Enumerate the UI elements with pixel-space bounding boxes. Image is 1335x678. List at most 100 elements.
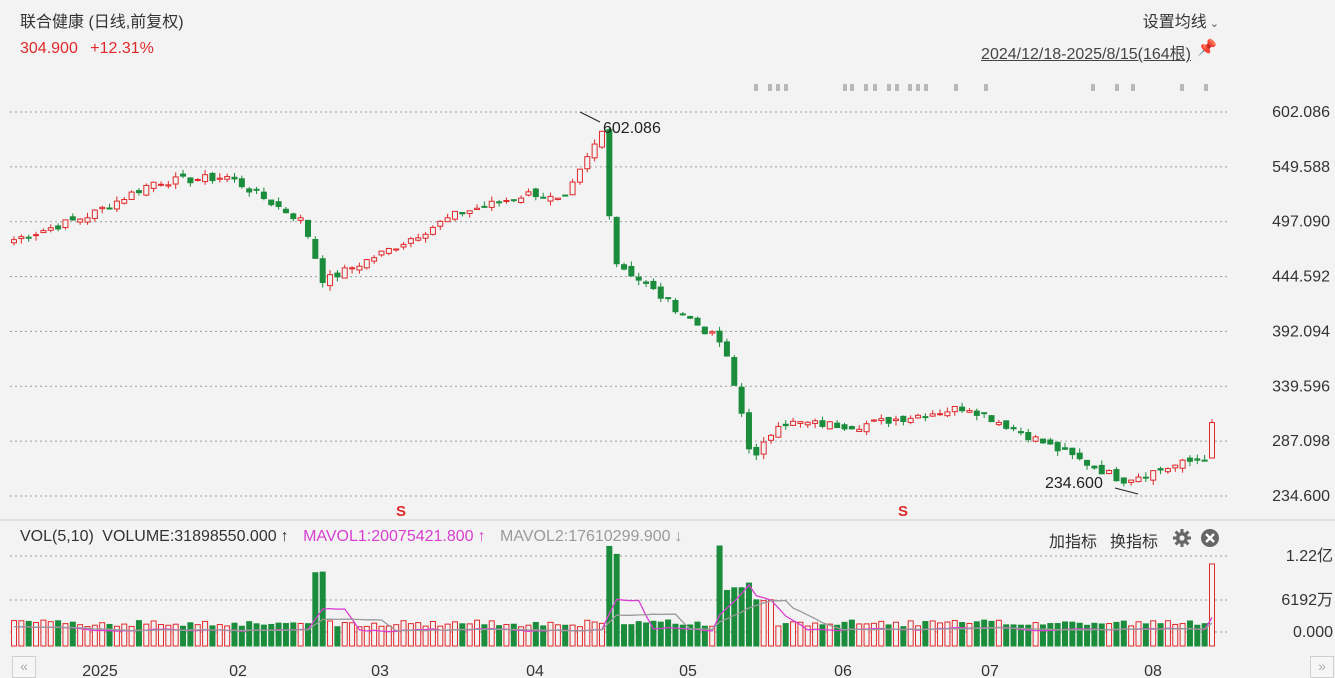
- event-marker: [1204, 84, 1208, 91]
- candle-body: [745, 412, 752, 450]
- candle-body: [973, 410, 980, 416]
- candle-body: [716, 330, 723, 343]
- volume-bar: [194, 624, 201, 647]
- candle-body: [782, 423, 789, 427]
- candle-body: [224, 176, 231, 180]
- gear-icon[interactable]: [1172, 528, 1192, 548]
- event-marker: [924, 84, 928, 91]
- candle-body: [84, 217, 91, 223]
- volume-bar: [55, 620, 62, 647]
- candle-body: [1032, 436, 1039, 442]
- vol-label: VOL(5,10): [20, 528, 94, 545]
- volume-bar: [172, 623, 179, 647]
- volume-tick-label: 1.22亿: [1286, 547, 1333, 565]
- volume-bar: [804, 625, 811, 647]
- volume-bar: [591, 621, 598, 647]
- volume-bar: [400, 620, 407, 647]
- volume-bar: [995, 619, 1002, 647]
- volume-bar: [1186, 620, 1193, 647]
- candle-body: [1179, 459, 1186, 469]
- candle-body: [150, 181, 157, 189]
- volume-bar: [1010, 624, 1017, 647]
- switch-indicator-button[interactable]: 换指标: [1110, 534, 1159, 551]
- candle-body: [981, 412, 988, 415]
- candle-body: [385, 248, 392, 254]
- candle-body: [1039, 438, 1046, 444]
- candle-body: [415, 237, 422, 241]
- date-range-link[interactable]: 2024/12/18-2025/8/15(164根): [981, 46, 1191, 63]
- volume-bar: [407, 623, 414, 647]
- candle-body: [312, 238, 319, 259]
- volume-bar: [812, 622, 819, 647]
- candle-body: [128, 191, 135, 200]
- candle-body: [1186, 457, 1193, 462]
- event-marker: [850, 84, 854, 91]
- candle-body: [988, 415, 995, 423]
- volume-bar: [598, 622, 605, 647]
- event-marker: [954, 84, 958, 91]
- close-icon[interactable]: [1200, 528, 1220, 548]
- volume-bar: [488, 620, 495, 647]
- volume-bar: [518, 626, 525, 647]
- x-tick-label: 06: [834, 663, 852, 678]
- volume-bar: [848, 619, 855, 647]
- volume-bar: [1039, 624, 1046, 647]
- candle-body: [834, 422, 841, 429]
- scroll-left-button[interactable]: «: [12, 656, 36, 678]
- candle-body: [812, 420, 819, 424]
- candle-body: [1003, 420, 1010, 429]
- price-display: 304.900 +12.31%: [20, 40, 154, 58]
- volume-bar: [679, 624, 686, 647]
- volume-bar: [18, 620, 25, 647]
- candle-body: [723, 341, 730, 357]
- volume-bar: [385, 625, 392, 647]
- set-ma-button[interactable]: 设置均线 ⌄: [1143, 8, 1219, 32]
- volume-bar: [885, 624, 892, 647]
- volume-bar: [657, 621, 664, 647]
- volume-bar: [1084, 624, 1091, 647]
- mavol1-value: MAVOL1:20075421.800: [303, 528, 474, 545]
- event-marker: [754, 84, 758, 91]
- volume-bar: [635, 621, 642, 647]
- event-marker: [768, 84, 772, 91]
- price-tick-label: 549.588: [1272, 159, 1330, 176]
- volume-bar: [1157, 623, 1164, 647]
- candle-body: [319, 258, 326, 284]
- candle-body: [481, 205, 488, 208]
- low-arrow: [1114, 487, 1139, 495]
- volume-bar: [1128, 625, 1135, 647]
- volume-bar: [62, 623, 69, 647]
- volume-bar: [907, 620, 914, 647]
- volume-bar: [231, 622, 238, 647]
- candle-body: [650, 280, 657, 290]
- candle-body: [532, 188, 539, 198]
- volume-bar: [378, 625, 385, 647]
- candle-body: [1164, 468, 1171, 473]
- scroll-right-button[interactable]: »: [1310, 656, 1334, 678]
- candle-body: [915, 414, 922, 419]
- candle-body: [995, 421, 1002, 426]
- volume-bar: [621, 624, 628, 647]
- mavol2-arrow: ↓: [674, 528, 683, 545]
- volume-bar: [753, 599, 760, 647]
- pin-icon[interactable]: 📌: [1197, 40, 1217, 57]
- candle-body: [378, 250, 385, 256]
- event-marker: [1131, 84, 1135, 91]
- candle-body: [760, 441, 767, 455]
- volume-bar: [422, 625, 429, 647]
- add-indicator-button[interactable]: 加指标: [1049, 534, 1098, 551]
- candle-body: [1091, 465, 1098, 469]
- volume-bar: [209, 625, 216, 647]
- volume-tick-label: 6192万: [1281, 592, 1333, 609]
- x-tick-label: 08: [1144, 663, 1162, 678]
- volume-bar: [650, 620, 657, 647]
- candle-body: [547, 195, 554, 202]
- candle-body: [628, 265, 635, 277]
- volume-bar: [451, 621, 458, 647]
- candle-body: [819, 420, 826, 427]
- volume-bar: [760, 600, 767, 647]
- volume-bar: [797, 621, 804, 647]
- volume-bar: [951, 619, 958, 647]
- candle-body: [598, 130, 605, 148]
